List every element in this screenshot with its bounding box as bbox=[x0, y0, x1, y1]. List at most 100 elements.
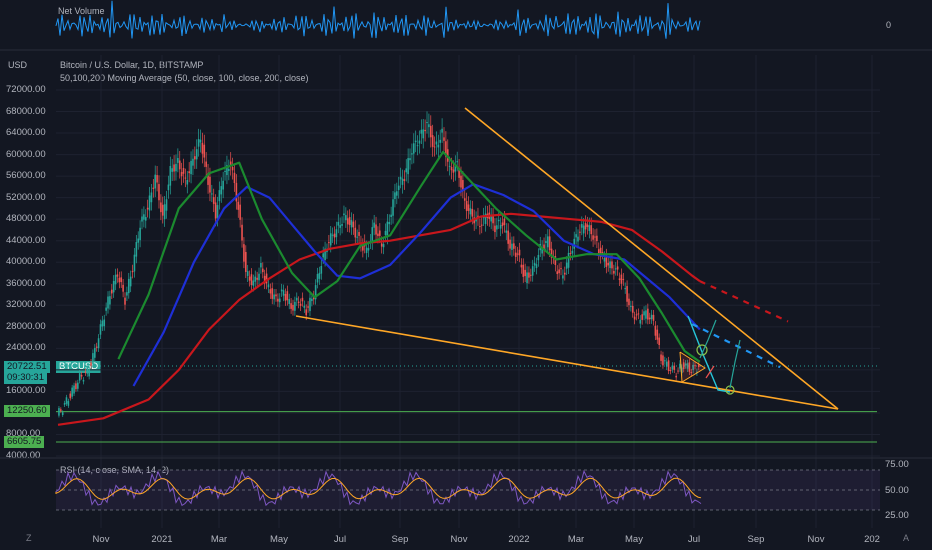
candle-body bbox=[235, 182, 238, 202]
candle-body bbox=[95, 346, 98, 348]
candle-body bbox=[367, 248, 370, 251]
candle-body bbox=[94, 347, 96, 358]
candle-body bbox=[582, 225, 585, 234]
candle-body bbox=[173, 164, 175, 172]
y-tick-label: 64000.00 bbox=[6, 127, 46, 139]
candle-body bbox=[143, 214, 145, 220]
candle-body bbox=[658, 337, 660, 346]
candle-body bbox=[579, 231, 581, 233]
candle-body bbox=[265, 273, 268, 284]
rsi-title[interactable]: RSI (14, close, SMA, 14, 2) bbox=[60, 465, 169, 475]
candle-body bbox=[331, 234, 334, 236]
candle-body bbox=[116, 274, 119, 277]
last-price-badge: 20722.51 bbox=[4, 361, 50, 373]
projection-arrow bbox=[705, 365, 715, 379]
candle-body bbox=[505, 230, 508, 233]
candle-body bbox=[322, 253, 324, 258]
candle-body bbox=[101, 320, 104, 327]
y-tick-label: 44000.00 bbox=[6, 234, 46, 246]
projection-arrow bbox=[729, 339, 741, 389]
y-tick-label: 28000.00 bbox=[6, 320, 46, 332]
candle-body bbox=[58, 408, 60, 416]
candle-body bbox=[507, 230, 509, 244]
x-tick-label: May bbox=[625, 534, 643, 545]
candle-body bbox=[690, 372, 693, 374]
candle-body bbox=[165, 199, 168, 211]
candle-body bbox=[73, 385, 75, 394]
candle-body bbox=[352, 221, 355, 228]
candle-body bbox=[501, 222, 504, 227]
candle-body bbox=[329, 233, 332, 246]
candle-body bbox=[577, 236, 579, 242]
candle-body bbox=[333, 233, 336, 238]
candle-body bbox=[429, 125, 432, 138]
candle-body bbox=[497, 219, 500, 222]
candle-body bbox=[316, 273, 319, 283]
candle-body bbox=[605, 255, 608, 267]
candle-body bbox=[407, 158, 409, 175]
candle-body bbox=[418, 140, 421, 144]
candle-body bbox=[516, 253, 519, 255]
candle-body bbox=[328, 242, 330, 244]
auto-scale-icon[interactable]: A bbox=[903, 533, 910, 543]
candle-body bbox=[86, 368, 89, 374]
candle-body bbox=[524, 269, 526, 277]
candle-body bbox=[216, 205, 219, 219]
candle-body bbox=[424, 129, 426, 132]
candle-body bbox=[373, 222, 375, 228]
candle-body bbox=[414, 140, 417, 143]
candle-body bbox=[671, 365, 674, 370]
candle-body bbox=[509, 239, 511, 249]
candle-body bbox=[445, 141, 447, 157]
candle-body bbox=[518, 249, 521, 256]
candle-body bbox=[250, 274, 253, 286]
ma100-projection bbox=[691, 323, 781, 369]
x-tick-label: 2021 bbox=[151, 534, 173, 545]
candle-body bbox=[280, 289, 283, 292]
x-tick-label: Mar bbox=[210, 534, 228, 545]
candle-body bbox=[648, 317, 651, 320]
candle-body bbox=[696, 371, 698, 373]
pennant-pattern bbox=[679, 351, 706, 383]
candle-body bbox=[514, 252, 517, 257]
rsi-level-75: 75.00 bbox=[885, 459, 909, 470]
candle-body bbox=[384, 230, 387, 236]
candle-body bbox=[656, 329, 659, 340]
candle-body bbox=[348, 217, 351, 225]
candle-body bbox=[177, 158, 179, 163]
candle-body bbox=[463, 198, 466, 201]
candle-body bbox=[684, 363, 687, 366]
symbol-title[interactable]: Bitcoin / U.S. Dollar, 1D, BITSTAMP bbox=[60, 60, 204, 70]
candle-body bbox=[290, 303, 292, 309]
candle-body bbox=[573, 238, 576, 249]
candle-body bbox=[188, 171, 190, 174]
candle-body bbox=[203, 144, 206, 158]
candle-body bbox=[535, 264, 538, 269]
timezone-icon[interactable]: Z bbox=[26, 533, 32, 543]
candle-body bbox=[84, 371, 87, 373]
candle-body bbox=[592, 235, 594, 240]
candle-body bbox=[533, 262, 536, 266]
candle-body bbox=[141, 216, 143, 222]
candle-body bbox=[590, 225, 593, 235]
net-volume-zero-label: 0 bbox=[886, 20, 892, 30]
candle-body bbox=[599, 247, 602, 257]
candle-body bbox=[420, 129, 423, 134]
candle-body bbox=[261, 268, 264, 273]
candle-body bbox=[511, 243, 513, 250]
candle-body bbox=[180, 172, 183, 177]
candle-body bbox=[258, 273, 260, 281]
support-high-badge: 12250.60 bbox=[4, 405, 50, 417]
candle-body bbox=[339, 225, 341, 228]
indicator-legend[interactable]: 50,100,200 Moving Average (50, close, 10… bbox=[60, 73, 309, 83]
candle-body bbox=[620, 274, 623, 284]
candle-body bbox=[309, 297, 311, 312]
candle-body bbox=[664, 360, 666, 362]
x-tick-label: Nov bbox=[92, 534, 110, 545]
ma200-line bbox=[57, 212, 701, 426]
ma50-line bbox=[117, 150, 701, 363]
candle-body bbox=[343, 213, 345, 216]
candle-body bbox=[245, 252, 247, 272]
candle-body bbox=[647, 308, 649, 320]
